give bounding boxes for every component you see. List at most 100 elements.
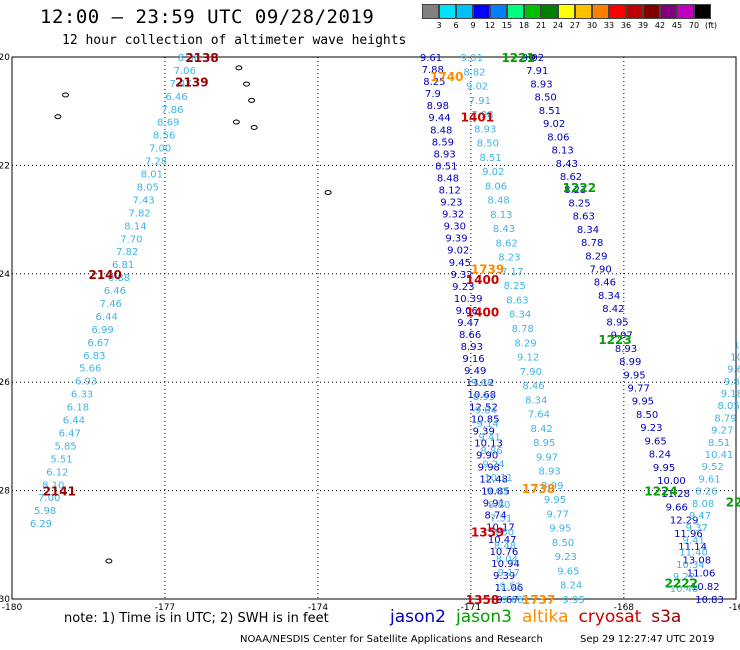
wave-height-value: 9.18 <box>721 389 740 400</box>
wave-height-value: 11.14 <box>678 542 707 553</box>
altimeter-track: 8.38 7.06 7.47 6.46 7.86 8.69 8.56 7.00 7.28 8.01… <box>30 53 200 530</box>
wave-height-value: 6.46 <box>104 286 126 297</box>
wave-height-value: 8.26 <box>695 487 717 498</box>
wave-height-value: 9.39 <box>445 234 467 245</box>
wave-height-value: 8.05 <box>718 401 740 412</box>
wave-height-value: 11.40 <box>679 548 708 559</box>
island-outline <box>235 65 243 71</box>
wave-height-value: 9.95 <box>632 397 654 408</box>
island-outline <box>62 92 70 98</box>
wave-height-value: 9.32 <box>442 210 464 221</box>
wave-height-value: 11.28 <box>661 489 690 500</box>
wave-height-value: 9.02 <box>543 119 565 130</box>
wave-height-value: 8.51 <box>435 161 457 172</box>
colorbar-swatch <box>507 4 524 19</box>
colorbar-swatch <box>694 4 711 19</box>
wave-height-value: 8.63 <box>506 295 528 306</box>
wave-height-value: 8.99 <box>541 481 563 492</box>
wave-height-value: 10.85 <box>481 487 510 498</box>
wave-height-value: 9.98 <box>478 463 500 474</box>
wave-height-value: 7.82 <box>128 208 150 219</box>
wave-height-value: 8.29 <box>514 338 536 349</box>
altimeter-track: 9.01 8.82 9.02 7.91 7.98 8.93 8.50 8.51 9.02 8.06… <box>461 53 585 606</box>
colorbar-swatch <box>524 4 541 19</box>
wave-height-value: 9.16 <box>462 354 484 365</box>
wave-height-value: 10.13 <box>474 438 503 449</box>
wave-height-value: 11.06 <box>687 569 716 580</box>
wave-height-value: 9.27 <box>711 426 733 437</box>
pass-number-label: 1740 <box>430 70 463 84</box>
wave-height-value: 8.42 <box>530 424 552 435</box>
wave-height-value: 6.47 <box>59 428 81 439</box>
pass-number-label: 2222 <box>665 577 698 591</box>
altimeter-track: 9.68 8.93 9.04 9.14 9.41 8.86 9.24 10.11 9.03 8.8… <box>471 378 524 606</box>
colorbar-swatch <box>490 4 507 19</box>
wave-height-value: 7.28 <box>145 157 167 168</box>
wave-height-value: 10.00 <box>657 476 686 487</box>
wave-height-value: 8.86 <box>480 446 502 457</box>
wave-height-value: 9.30 <box>444 222 466 233</box>
wave-height-value: 8.48 <box>430 125 452 136</box>
wave-height-value: 6.83 <box>83 351 105 362</box>
wave-height-value: 9.77 <box>628 383 650 394</box>
longitude-tick-label: -171 <box>461 603 481 613</box>
wave-height-value: 9.02 <box>522 53 544 64</box>
wave-height-value: 8.80 <box>488 500 510 511</box>
latitude-tick-label: -24 <box>0 270 10 280</box>
wave-height-value: 9.41 <box>479 432 501 443</box>
wave-height-value: 8.56 <box>153 131 175 142</box>
colorbar-label: (ft) <box>704 21 718 30</box>
wave-height-value: 9.45 <box>449 258 471 269</box>
wave-height-value: 7.88 <box>422 65 444 76</box>
wave-height-value: 8.93 <box>615 344 637 355</box>
units-note: note: 1) Time is in UTC; 2) SWH is in fe… <box>64 611 329 626</box>
island-outline <box>232 119 240 125</box>
wave-height-value: 9.47 <box>457 318 479 329</box>
credit-line: NOAA/NESDIS Center for Satellite Applica… <box>240 634 543 645</box>
wave-height-value: 8.82 <box>463 67 485 78</box>
plot-border <box>11 56 737 600</box>
wave-height-value: 8.48 <box>494 541 516 552</box>
colorbar-label: 36 <box>620 21 632 30</box>
island-outline <box>243 81 251 87</box>
wave-height-value: 8.79 <box>714 413 736 424</box>
colorbar-label: 30 <box>586 21 598 30</box>
colorbar-swatch <box>643 4 660 19</box>
wave-height-value: 10.83 <box>695 595 724 606</box>
wave-height-value: 8.34 <box>525 395 547 406</box>
pass-number-label: 1401 <box>461 111 494 125</box>
wave-height-value: 11.96 <box>674 529 703 540</box>
island-outline <box>54 114 62 120</box>
wave-height-value: 8.63 <box>573 212 595 223</box>
wave-height-value: 9.95 <box>653 463 675 474</box>
wave-height-value: 8.04 <box>496 554 518 565</box>
wave-height-value: 8.48 <box>437 173 459 184</box>
pass-labels: 2138213921402141122117401401122217391400… <box>43 51 740 607</box>
wave-height-value: 8.93 <box>538 467 560 478</box>
wave-height-value: 9.37 <box>686 523 708 534</box>
colorbar-label: 9 <box>470 21 476 30</box>
wave-height-value: 9.02 <box>447 246 469 257</box>
wave-height-value: 9.95 <box>623 370 645 381</box>
island-outline <box>528 54 536 60</box>
wave-height-value: 8.50 <box>477 139 499 150</box>
wave-height-value: 6.44 <box>63 416 85 427</box>
wave-height-value: 10.39 <box>454 294 483 305</box>
wave-height-value: 8.12 <box>439 185 461 196</box>
wave-height-value: 7.46 <box>100 299 122 310</box>
wave-height-value: 8.13 <box>551 146 573 157</box>
legend-jason2: jason2 <box>390 607 446 627</box>
wave-height-value: 9.01 <box>461 53 483 64</box>
wave-height-value: 8.25 <box>423 77 445 88</box>
wave-height-value: 9.47 <box>689 511 711 522</box>
colorbar-swatch <box>626 4 643 19</box>
wave-height-value: 8.98 <box>427 101 449 112</box>
colorbar-label: 24 <box>552 21 564 30</box>
colorbar-label: 21 <box>535 21 547 30</box>
wave-height-value: 6.29 <box>30 519 52 530</box>
wave-height-value: 10.94 <box>491 559 520 570</box>
longitude-tick-label: -177 <box>155 603 175 613</box>
wave-height-value: 9.23 <box>555 552 577 563</box>
pass-number-label: 1400 <box>466 306 499 320</box>
legend-jason3: jason3 <box>456 607 512 627</box>
